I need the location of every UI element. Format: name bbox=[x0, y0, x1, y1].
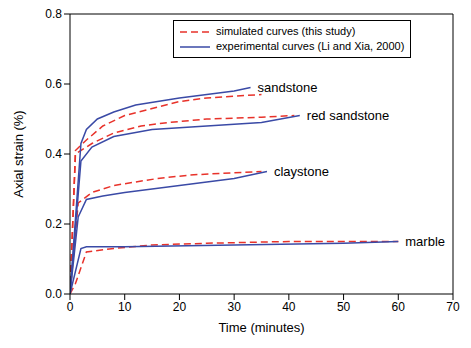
html-text:experimental curves (Li and Xi: experimental curves (Li and Xia, 2000) bbox=[216, 40, 405, 52]
svg-text:70: 70 bbox=[446, 300, 460, 314]
svg-text:60: 60 bbox=[392, 300, 406, 314]
svg-text:40: 40 bbox=[282, 300, 296, 314]
svg-text:sandstone: sandstone bbox=[258, 80, 318, 95]
svg-text:20: 20 bbox=[173, 300, 187, 314]
svg-text:0.2: 0.2 bbox=[45, 217, 62, 231]
svg-text:marble: marble bbox=[405, 234, 445, 249]
html-text:simulated curves (this study): simulated curves (this study) bbox=[216, 25, 356, 37]
svg-text:red sandstone: red sandstone bbox=[307, 108, 389, 123]
svg-text:0: 0 bbox=[67, 300, 74, 314]
svg-text:10: 10 bbox=[118, 300, 132, 314]
svg-text:0.0: 0.0 bbox=[45, 287, 62, 301]
svg-text:0.4: 0.4 bbox=[45, 147, 62, 161]
svg-text:Time (minutes): Time (minutes) bbox=[218, 320, 304, 335]
svg-text:0.8: 0.8 bbox=[45, 8, 62, 21]
svg-text:0.6: 0.6 bbox=[45, 77, 62, 91]
svg-text:Axial strain (%): Axial strain (%) bbox=[11, 110, 26, 197]
svg-text:50: 50 bbox=[337, 300, 351, 314]
svg-text:30: 30 bbox=[227, 300, 241, 314]
svg-text:claystone: claystone bbox=[274, 164, 329, 179]
